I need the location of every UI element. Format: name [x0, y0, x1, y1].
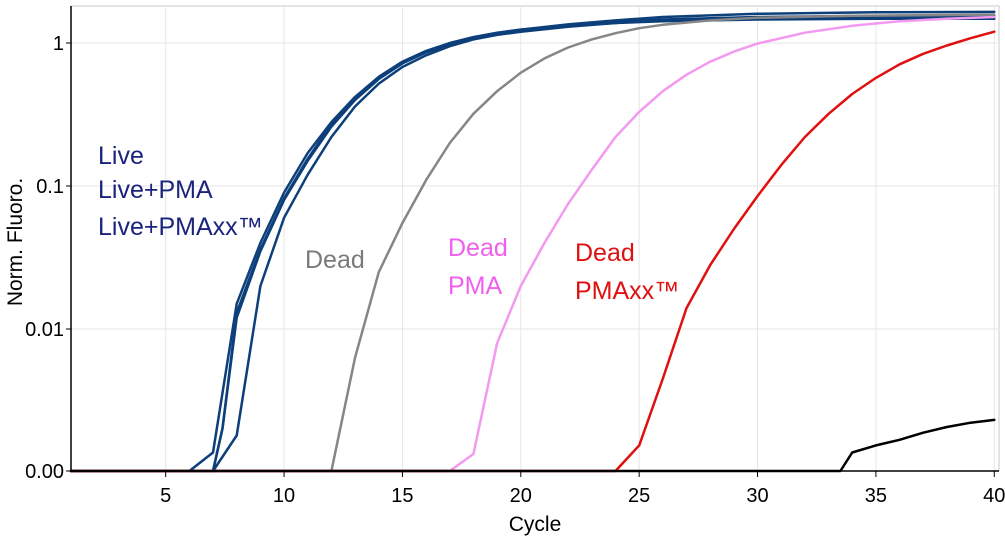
annotation-dead-pma-line2: PMA	[448, 272, 503, 300]
x-tick-label: 20	[510, 485, 532, 507]
x-tick-label: 30	[746, 485, 768, 507]
series-line-live	[69, 10, 996, 473]
annotation-dead-pmaxx-line1: Dead	[575, 239, 635, 267]
series-line-dead-pmaxx	[69, 30, 996, 473]
x-tick-label: 40	[983, 485, 1005, 507]
ticks: 5 10 15 20 25 30 35 40 0.00 0.01 0.1 1	[25, 33, 1005, 507]
y-axis-title: Norm. Fluoro.	[4, 178, 27, 306]
series-line-ntc	[69, 418, 996, 473]
x-tick-label: 25	[628, 485, 650, 507]
x-tick-label: 10	[273, 485, 295, 507]
y-tick-label: 0.01	[25, 319, 64, 341]
y-tick-label: 0.00	[25, 461, 64, 483]
annotation-live-pmaxx: Live+PMAxx™	[98, 213, 263, 241]
y-tick-label: 0.1	[36, 176, 64, 198]
annotation-dead-pmaxx-line2: PMAxx™	[575, 277, 679, 305]
series-line-dead-pma	[69, 15, 996, 473]
annotation-dead: Dead	[305, 246, 365, 274]
y-tick-label: 1	[53, 33, 64, 55]
series-line-dead	[69, 13, 996, 473]
x-tick-label: 15	[391, 485, 413, 507]
annotation-live: Live	[98, 142, 144, 170]
annotations: Live Live+PMA Live+PMAxx™ Dead Dead PMA …	[98, 142, 679, 305]
x-tick-label: 5	[160, 485, 171, 507]
x-tick-label: 35	[865, 485, 887, 507]
series-lines	[69, 10, 996, 473]
x-axis-title: Cycle	[509, 513, 562, 536]
gridlines	[71, 6, 999, 471]
annotation-dead-pma-line1: Dead	[448, 234, 508, 262]
series-line-live	[69, 15, 996, 473]
annotation-live-pma: Live+PMA	[98, 176, 213, 204]
